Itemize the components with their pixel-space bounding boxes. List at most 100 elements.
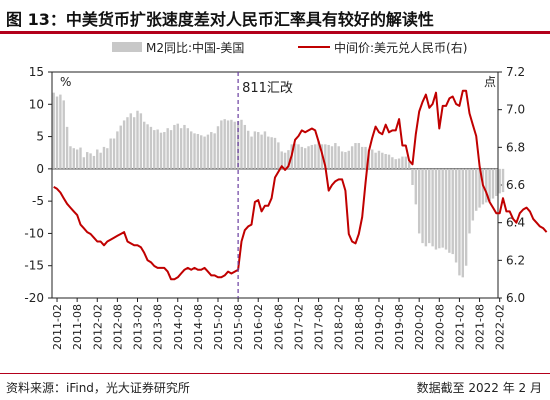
x-tick-label: 2015-02 — [212, 304, 225, 350]
bar — [159, 132, 163, 169]
title-bar: 图 13：中美货币扩张速度差对人民币汇率具有较好的解读性 — [0, 0, 550, 34]
bar — [246, 130, 250, 169]
bar — [434, 168, 438, 250]
bar — [206, 134, 210, 169]
x-tick-label: 2019-02 — [373, 304, 386, 350]
bar — [86, 152, 89, 169]
bar — [153, 130, 156, 169]
bar — [156, 129, 159, 169]
bar — [364, 146, 367, 169]
x-tick-label: 2012-08 — [111, 304, 124, 350]
x-tick-label: 2016-02 — [252, 304, 265, 350]
bar — [200, 135, 203, 169]
bar — [424, 168, 428, 247]
bar — [109, 138, 112, 169]
bar — [377, 150, 381, 169]
bar — [273, 137, 277, 169]
bar — [407, 161, 411, 169]
bar — [314, 144, 317, 169]
bar — [438, 168, 441, 249]
bar — [179, 128, 183, 169]
bar — [99, 152, 102, 169]
bar — [324, 144, 327, 169]
line-series-usdcny — [53, 89, 548, 281]
bar — [327, 144, 330, 169]
x-tick-label: 2017-02 — [292, 304, 305, 350]
bar — [226, 120, 230, 169]
bar — [243, 124, 247, 169]
bar — [411, 168, 414, 185]
bar — [441, 168, 444, 248]
bar — [401, 156, 404, 169]
bar — [250, 136, 253, 169]
bar — [421, 168, 424, 244]
right-unit-label: 点 — [484, 75, 496, 89]
bar — [307, 146, 310, 169]
bar — [485, 168, 488, 203]
bar — [112, 138, 116, 169]
x-tick-label: 2019-08 — [393, 304, 406, 350]
bar — [267, 136, 270, 169]
bar — [414, 168, 418, 205]
bar — [454, 168, 458, 263]
bar — [340, 151, 344, 169]
bar — [173, 124, 176, 169]
bar — [501, 168, 505, 193]
bar — [65, 126, 69, 169]
bar — [310, 144, 314, 169]
bar — [354, 143, 357, 169]
source-note: 资料来源：iFind，光大证券研究所 — [6, 381, 190, 395]
left-tick-label: 15 — [29, 65, 44, 79]
x-tick-label: 2014-02 — [172, 304, 185, 350]
bar — [468, 168, 471, 234]
bar — [464, 168, 468, 266]
x-tick-label: 2020-08 — [433, 304, 446, 350]
bar — [126, 117, 129, 169]
bar — [461, 168, 464, 278]
legend-label-line: 中间价:美元兑人民币(右) — [334, 40, 467, 55]
bar — [260, 134, 263, 169]
chart-title: 图 13：中美货币扩张速度差对人民币汇率具有较好的解读性 — [6, 10, 434, 29]
x-tick-label: 2014-08 — [192, 304, 205, 350]
bar — [230, 119, 233, 169]
bar — [102, 146, 106, 169]
bar — [337, 146, 340, 169]
x-tick-label: 2020-02 — [413, 304, 426, 350]
bar — [183, 124, 186, 169]
bar — [397, 158, 401, 169]
right-tick-label: 6.0 — [506, 291, 525, 305]
bar — [417, 168, 421, 234]
bar — [106, 148, 109, 169]
bar — [79, 147, 82, 169]
bar — [270, 137, 273, 169]
bar — [394, 159, 397, 169]
bar — [431, 168, 434, 247]
right-tick-label: 7.2 — [506, 65, 525, 79]
left-unit-label: % — [60, 75, 71, 89]
right-tick-label: 6.6 — [506, 178, 525, 192]
x-tick-label: 2021-02 — [453, 304, 466, 350]
bar — [129, 113, 133, 169]
x-tick-label: 2011-02 — [51, 304, 64, 350]
left-tick-label: 5 — [36, 130, 44, 144]
bar — [491, 168, 495, 199]
bar — [330, 146, 334, 169]
bar — [257, 132, 260, 169]
bar — [119, 125, 122, 169]
bar — [220, 120, 223, 169]
bar — [293, 143, 297, 169]
x-tick-label: 2017-08 — [313, 304, 326, 350]
bar — [203, 136, 206, 169]
left-tick-label: -20 — [24, 291, 44, 305]
bar — [69, 146, 72, 169]
bar — [116, 131, 119, 169]
bar — [163, 132, 166, 169]
right-tick-label: 6.8 — [506, 140, 525, 154]
bar — [233, 121, 236, 169]
right-tick-label: 7.0 — [506, 103, 525, 117]
left-tick-label: -5 — [32, 194, 44, 208]
bar — [96, 149, 99, 169]
bar — [82, 157, 86, 169]
bar — [139, 113, 143, 169]
bar — [350, 146, 354, 169]
